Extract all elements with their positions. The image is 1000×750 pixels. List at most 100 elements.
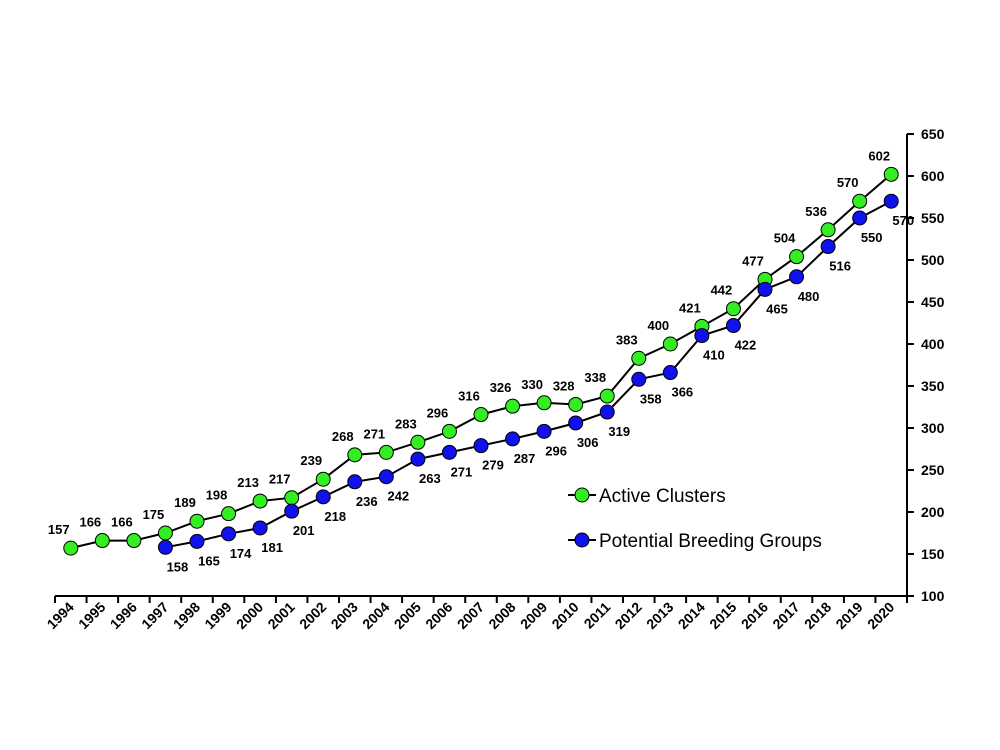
data-label: 271: [451, 464, 473, 479]
data-label: 158: [167, 559, 189, 574]
data-label: 165: [198, 553, 220, 568]
y-tick-label: 600: [921, 168, 945, 184]
y-tick-label: 250: [921, 462, 945, 478]
data-label: 383: [616, 332, 638, 347]
x-tick-label: 2016: [738, 599, 771, 632]
x-tick-label: 2004: [359, 599, 392, 632]
x-tick-label: 2010: [548, 599, 581, 632]
data-label: 181: [261, 540, 283, 555]
x-tick-label: 2013: [643, 599, 676, 632]
legend-item: Active Clusters: [568, 486, 726, 507]
data-label: 239: [300, 453, 322, 468]
data-point: [157, 539, 173, 555]
data-label: 174: [230, 546, 252, 561]
data-label: 296: [427, 405, 449, 420]
data-label: 189: [174, 495, 196, 510]
series-line: [165, 200, 892, 549]
series-line: [70, 173, 892, 550]
x-tick-label: 2007: [454, 599, 487, 632]
data-point: [694, 328, 710, 344]
x-tick-label: 2020: [864, 599, 897, 632]
x-tick-label: 2002: [296, 599, 329, 632]
data-label: 516: [829, 259, 851, 274]
data-label: 213: [237, 475, 259, 490]
data-label: 410: [703, 348, 725, 363]
data-label: 175: [143, 507, 165, 522]
data-point: [820, 239, 836, 255]
data-point: [94, 533, 110, 549]
data-point: [789, 269, 805, 285]
data-point: [63, 540, 79, 556]
data-point: [473, 407, 489, 423]
legend-label: Active Clusters: [599, 486, 726, 507]
x-axis-ticks: 1994199519961997199819992000200120022003…: [44, 596, 908, 632]
data-point: [347, 447, 363, 463]
data-point: [725, 318, 741, 334]
x-tick-label: 2011: [581, 599, 614, 632]
legend-item: Potential Breeding Groups: [568, 531, 822, 552]
data-point: [789, 249, 805, 265]
x-tick-label: 2012: [612, 599, 645, 632]
data-label: 422: [735, 338, 757, 353]
y-tick-label: 500: [921, 252, 945, 268]
data-point: [883, 166, 899, 182]
data-point: [221, 506, 237, 522]
data-point: [315, 471, 331, 487]
x-tick-label: 2018: [801, 599, 834, 632]
data-label: 217: [269, 472, 291, 487]
x-tick-label: 1994: [44, 599, 77, 632]
data-point: [599, 404, 615, 420]
y-tick-label: 350: [921, 378, 945, 394]
data-label: 263: [419, 471, 441, 486]
data-point: [126, 533, 142, 549]
legend: Active Clusters Potential Breeding Groups: [568, 486, 822, 552]
data-label: 271: [363, 426, 385, 441]
x-tick-label: 2008: [485, 599, 518, 632]
y-tick-label: 300: [921, 420, 945, 436]
data-point: [725, 301, 741, 317]
data-point: [631, 371, 647, 387]
data-point: [631, 350, 647, 366]
data-point: [378, 469, 394, 485]
data-point: [252, 520, 268, 536]
data-point: [568, 396, 584, 412]
data-point: [852, 210, 868, 226]
data-point: [441, 423, 457, 439]
data-label: 465: [766, 301, 788, 316]
series-layer: 157 166 166 175 189 198 213 217 239 268 271 283 296 3…: [48, 148, 914, 574]
data-label: 477: [742, 253, 764, 268]
data-point: [252, 493, 268, 509]
x-tick-label: 2017: [769, 599, 802, 632]
data-point: [410, 451, 426, 467]
data-label: 296: [545, 443, 567, 458]
data-point: [189, 513, 205, 529]
y-axis-ticks: 100 150 200 250 300 350 400 450 500 550 600 650: [907, 126, 945, 604]
data-label: 504: [774, 231, 796, 246]
data-point: [505, 398, 521, 414]
x-tick-label: 1997: [138, 599, 171, 632]
y-tick-label: 200: [921, 504, 945, 520]
data-label: 242: [387, 489, 409, 504]
data-label: 421: [679, 300, 701, 315]
data-label: 328: [553, 378, 575, 393]
data-label: 236: [356, 494, 378, 509]
x-tick-label: 2014: [675, 599, 708, 632]
x-tick-label: 2006: [422, 599, 455, 632]
data-point: [189, 533, 205, 549]
data-point: [757, 281, 773, 297]
data-label: 550: [861, 230, 883, 245]
data-point: [284, 490, 300, 506]
y-tick-label: 150: [921, 546, 945, 562]
data-label: 366: [671, 385, 693, 400]
data-point: [410, 434, 426, 450]
data-point: [852, 193, 868, 209]
x-tick-label: 1999: [201, 599, 234, 632]
y-tick-label: 650: [921, 126, 945, 142]
data-label: 306: [577, 435, 599, 450]
data-label: 268: [332, 429, 354, 444]
data-label: 166: [111, 515, 133, 530]
data-point: [536, 423, 552, 439]
data-point: [221, 526, 237, 542]
data-label: 570: [892, 213, 914, 228]
x-tick-label: 1998: [170, 599, 203, 632]
